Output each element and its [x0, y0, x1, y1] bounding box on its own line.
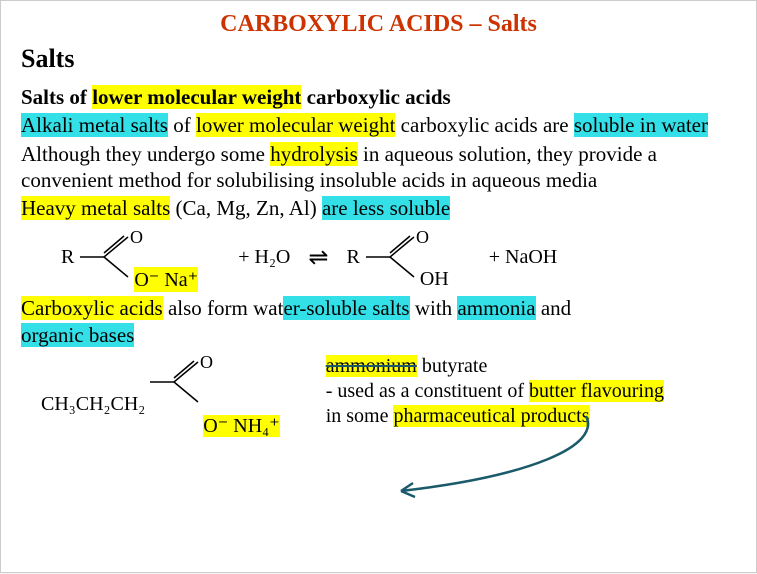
main-title: CARBOXYLIC ACIDS – Salts: [21, 11, 736, 38]
p3b: (Ca, Mg, Zn, Al): [170, 196, 322, 220]
p3a: Heavy metal salts: [21, 196, 170, 220]
eq1-equil: ⇌: [308, 243, 328, 272]
footer-row: CH₃CH₂CH₂ O O⁻ NH₄⁺ ammonium butyrate - …: [41, 354, 736, 429]
eq1-right: R O OH: [346, 229, 470, 285]
eq1-right-sub: OH: [420, 268, 449, 291]
eq1-plus-base: + NaOH: [489, 246, 558, 269]
p1e: soluble in water: [574, 113, 708, 137]
eq1-plus-water: + H₂O: [238, 246, 290, 269]
p1a: Alkali metal salts: [21, 113, 168, 137]
subheading-post: carboxylic acids: [301, 85, 450, 109]
eq1-right-R: R: [346, 246, 359, 269]
p1b: of: [168, 113, 196, 137]
footer-l3a: in some: [326, 405, 394, 427]
footer-l2b: butter flavouring: [529, 380, 664, 402]
eq1-left-sub: O⁻ Na⁺: [134, 267, 198, 292]
footer-name-a: ammonium: [326, 355, 417, 377]
eq1-left: R O O⁻ Na⁺: [61, 229, 220, 285]
para2: Although they undergo some hydrolysis in…: [21, 141, 736, 194]
p2b: hydrolysis: [270, 142, 358, 166]
p4g: organic bases: [21, 323, 134, 347]
footer-l3b: pharmaceutical products: [393, 405, 589, 427]
footer-text: ammonium butyrate - used as a constituen…: [326, 354, 664, 429]
p4c: er-soluble salts: [283, 296, 409, 320]
section-title: Salts: [21, 44, 736, 74]
carboxyl-structure-icon: O: [150, 354, 220, 410]
p3c: are less soluble: [322, 196, 450, 220]
eq2-left: CH₃CH₂CH₂ O O⁻ NH₄⁺: [41, 354, 302, 416]
subheading: Salts of lower molecular weight carboxyl…: [21, 84, 736, 110]
p4f: and: [536, 296, 572, 320]
p4a: Carboxylic acids: [21, 296, 163, 320]
eq2-chain: CH₃CH₂CH₂: [41, 393, 145, 415]
para1: Alkali metal salts of lower molecular we…: [21, 112, 736, 138]
svg-text:O: O: [416, 229, 429, 247]
footer-name-b: butyrate: [417, 355, 488, 377]
equation1: R O O⁻ Na⁺ + H₂O ⇌ R O OH + NaOH: [61, 229, 736, 285]
footer-l2a: - used as a constituent of: [326, 380, 529, 402]
p4b: also form wat: [163, 296, 284, 320]
subheading-hl: lower molecular weight: [92, 85, 301, 109]
para3: Heavy metal salts (Ca, Mg, Zn, Al) are l…: [21, 195, 736, 221]
para4: Carboxylic acids also form water-soluble…: [21, 295, 736, 348]
footer-line2: - used as a constituent of butter flavou…: [326, 379, 664, 404]
footer-name: ammonium butyrate: [326, 354, 664, 379]
slide-page: CARBOXYLIC ACIDS – Salts Salts Salts of …: [0, 0, 757, 573]
eq1-left-R: R: [61, 246, 74, 269]
svg-text:O: O: [130, 229, 143, 247]
p1c: lower molecular weight: [196, 113, 395, 137]
p4d: with: [410, 296, 458, 320]
subheading-pre: Salts of: [21, 85, 92, 109]
p1d: carboxylic acids are: [395, 113, 573, 137]
eq2-sub: O⁻ NH₄⁺: [203, 415, 279, 437]
p2a: Although they undergo some: [21, 142, 270, 166]
svg-text:O: O: [200, 354, 213, 372]
p4e: ammonia: [457, 296, 535, 320]
footer-line3: in some pharmaceutical products: [326, 404, 664, 429]
